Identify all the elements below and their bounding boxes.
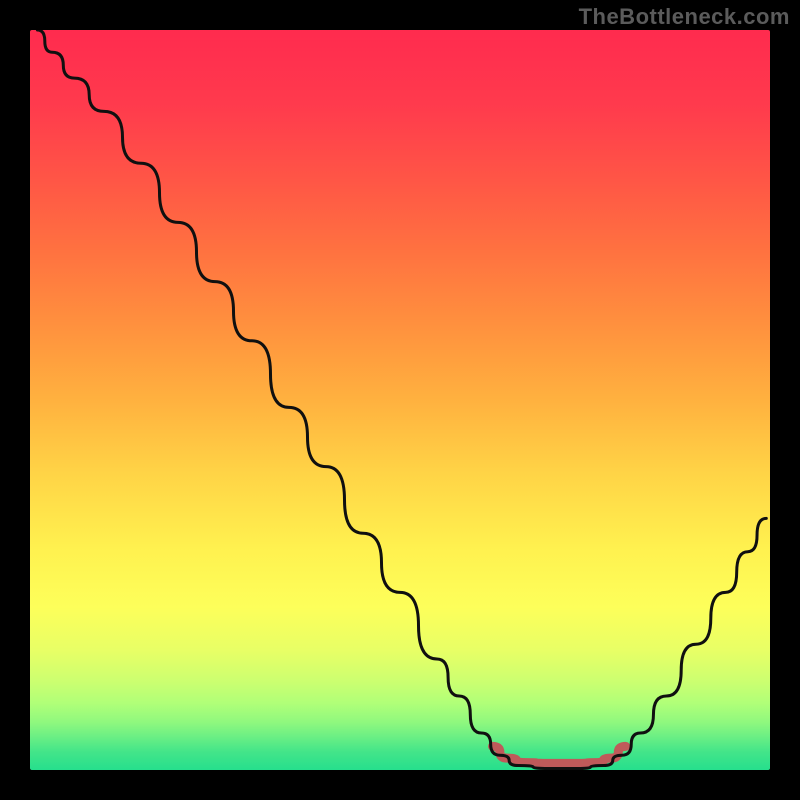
watermark-text: TheBottleneck.com: [579, 4, 790, 30]
chart-frame: TheBottleneck.com: [0, 0, 800, 800]
plot-area: [30, 30, 770, 770]
background-gradient: [30, 30, 770, 770]
